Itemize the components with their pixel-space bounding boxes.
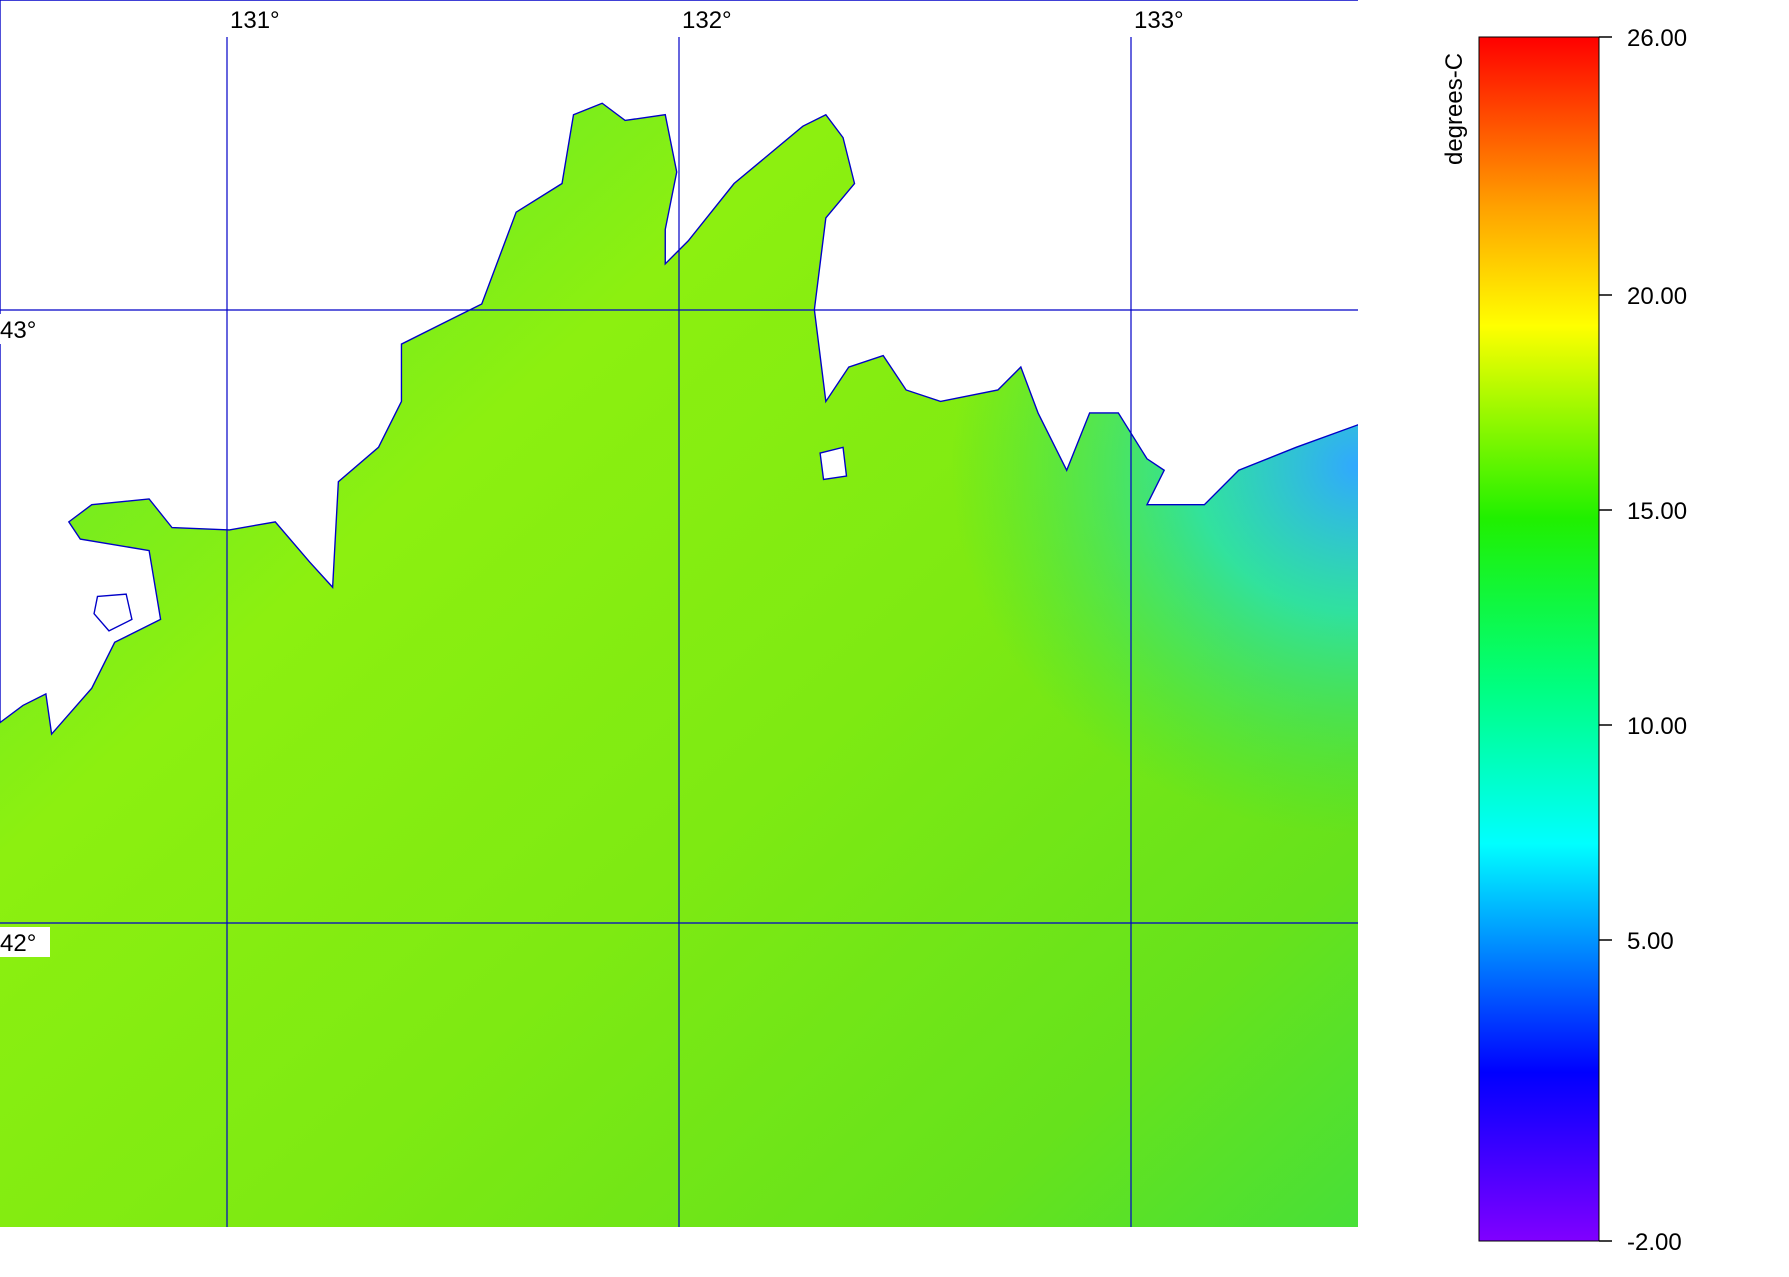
colorbar-label: degrees-C	[1441, 53, 1468, 165]
graticule: 131° 132° 133° 43° 42°	[0, 7, 1358, 1227]
colorbar-tick-label: 15.00	[1627, 498, 1687, 525]
lat-label: 43°	[0, 317, 36, 344]
colorbar	[1478, 36, 1600, 1242]
colorbar-tick-label: -2.00	[1627, 1229, 1682, 1256]
lat-label: 42°	[0, 930, 36, 957]
lat-label-bg	[0, 927, 50, 957]
colorbar-tick-label: 10.00	[1627, 713, 1687, 740]
lon-label: 131°	[230, 7, 280, 34]
lon-label: 133°	[1134, 7, 1184, 34]
island	[93, 593, 133, 632]
colorbar-tick-label: 5.00	[1627, 928, 1674, 955]
colorbar-tick-label: 20.00	[1627, 283, 1687, 310]
land	[0, 0, 1358, 736]
lat-label-bg	[0, 314, 50, 344]
colorbar-tick-label: 26.00	[1627, 25, 1687, 52]
island	[819, 446, 848, 481]
lon-label: 132°	[682, 7, 732, 34]
